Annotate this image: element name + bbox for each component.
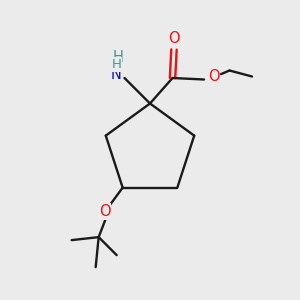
Text: H: H	[112, 50, 123, 65]
Text: O: O	[168, 31, 180, 46]
Text: O: O	[208, 69, 220, 84]
Text: H: H	[112, 58, 121, 71]
Text: N: N	[111, 67, 122, 82]
Text: O: O	[99, 204, 110, 219]
